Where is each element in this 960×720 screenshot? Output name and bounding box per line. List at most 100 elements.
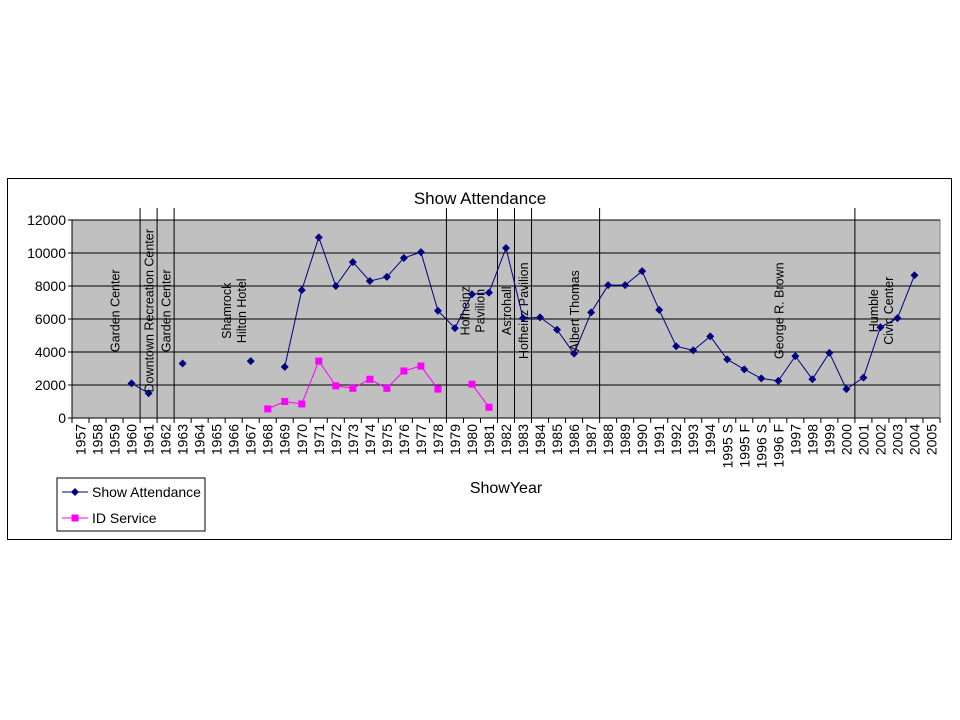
x-tick-label: 1971: [311, 424, 327, 455]
show-attendance-line-segment: [352, 261, 371, 282]
x-tick-label: 2001: [855, 424, 871, 455]
x-tick-label: 2000: [838, 424, 854, 455]
show-attendance-line-segment: [488, 247, 507, 293]
x-tick-label: 1983: [515, 424, 531, 455]
show-attendance-line-segment: [641, 270, 660, 311]
show-attendance-point: [433, 306, 442, 315]
id-service-line-segment: [318, 360, 337, 387]
x-tick-label: 1964: [192, 424, 208, 455]
show-attendance-line-segment: [335, 261, 354, 287]
show-attendance-point: [382, 272, 391, 281]
show-attendance-line-segment: [539, 316, 558, 331]
chart-title: Show Attendance: [414, 189, 546, 208]
show-attendance-line-segment: [744, 368, 762, 379]
y-tick-label: 2000: [35, 377, 66, 393]
show-attendance-point: [399, 253, 408, 262]
show-attendance-line-segment: [318, 237, 337, 287]
x-tick-label: 1963: [175, 424, 191, 455]
show-attendance-point: [144, 389, 153, 398]
show-attendance-point: [842, 385, 851, 394]
show-attendance-point: [127, 379, 136, 388]
x-tick-label: 1995 S: [719, 424, 735, 468]
x-tick-label: 1958: [90, 424, 106, 455]
show-attendance-point: [450, 324, 459, 333]
x-tick-label: 1978: [430, 424, 446, 455]
x-tick-label: 1979: [447, 424, 463, 455]
show-attendance-point: [314, 233, 323, 242]
show-attendance-point: [638, 267, 647, 276]
show-attendance-point: [774, 376, 783, 385]
show-attendance-line-segment: [727, 358, 745, 370]
x-tick-label: 1957: [73, 424, 89, 455]
show-attendance-point: [757, 374, 766, 383]
id-service-point: [264, 405, 272, 413]
show-attendance-point: [706, 332, 715, 341]
x-tick-label: 1981: [481, 424, 497, 455]
legend-box: [56, 477, 206, 532]
show-attendance-point: [910, 271, 919, 280]
x-tick-label: 1988: [600, 424, 616, 455]
legend-label: ID Service: [92, 510, 157, 526]
venue-annotation: Pavilion: [473, 289, 487, 333]
id-service-point: [349, 384, 357, 392]
x-axis-label: ShowYear: [470, 480, 543, 497]
x-tick-label: 1974: [362, 424, 378, 455]
x-tick-label: 1965: [209, 424, 225, 455]
show-attendance-point: [280, 362, 289, 371]
show-attendance-point: [519, 314, 528, 323]
x-tick-label: 1973: [345, 424, 361, 455]
x-tick-label: 1997: [787, 424, 803, 455]
show-attendance-line-segment: [420, 252, 439, 311]
show-attendance-line-segment: [811, 352, 830, 380]
show-attendance-line-segment: [454, 294, 473, 329]
show-attendance-point: [570, 349, 579, 358]
x-tick-label: 1980: [464, 424, 480, 455]
show-attendance-line-segment: [131, 382, 149, 394]
x-tick-label: 1961: [141, 424, 157, 455]
show-attendance-point: [587, 308, 596, 317]
show-attendance-point: [484, 288, 493, 297]
legend-label: Show Attendance: [92, 484, 201, 500]
x-tick-label: 1960: [124, 424, 140, 455]
venue-annotation: Humble: [867, 289, 881, 332]
show-attendance-line-segment: [437, 310, 456, 329]
x-tick-label: 1990: [634, 424, 650, 455]
venue-annotation: Hofheinz: [458, 286, 472, 335]
x-tick-label: 1986: [566, 424, 582, 455]
venue-annotation: Albert Thomas: [568, 270, 582, 351]
id-service-point: [315, 357, 323, 365]
show-attendance-line-segment: [505, 247, 524, 319]
show-attendance-line-segment: [896, 275, 915, 319]
venue-annotation: Astrohall: [500, 286, 514, 335]
id-service-line-segment: [420, 365, 439, 390]
x-tick-label: 2005: [923, 424, 939, 455]
y-tick-label: 0: [58, 410, 66, 426]
y-tick-label: 12000: [27, 212, 66, 228]
x-tick-label: 1977: [413, 424, 429, 455]
x-tick-label: 2003: [889, 424, 905, 455]
venue-annotation: Civic Center: [882, 277, 896, 345]
id-service-point: [417, 362, 425, 370]
id-service-point: [298, 400, 306, 408]
show-attendance-point: [348, 258, 357, 267]
show-attendance-point: [178, 359, 187, 368]
id-service-point: [332, 382, 340, 390]
show-attendance-point: [297, 286, 306, 295]
show-attendance-line-segment: [658, 309, 677, 347]
x-tick-label: 1987: [583, 424, 599, 455]
show-attendance-point: [467, 290, 476, 299]
x-tick-label: 1996 S: [753, 424, 769, 468]
show-attendance-line-segment: [386, 257, 405, 278]
venue-annotation: Downtown Recreation Center: [143, 229, 157, 392]
id-service-point: [281, 398, 289, 405]
x-tick-label: 1993: [685, 424, 701, 455]
venue-annotation: Garden Center: [109, 269, 123, 352]
show-attendance-point: [791, 352, 800, 361]
show-attendance-point: [672, 342, 681, 351]
show-attendance-line-segment: [862, 327, 881, 378]
venue-annotation: George R. Brown: [772, 262, 786, 359]
id-service-point: [434, 385, 442, 393]
legend: Show Attendance ID Service: [56, 477, 206, 532]
show-attendance-point: [502, 244, 510, 253]
show-attendance-point: [723, 355, 732, 364]
